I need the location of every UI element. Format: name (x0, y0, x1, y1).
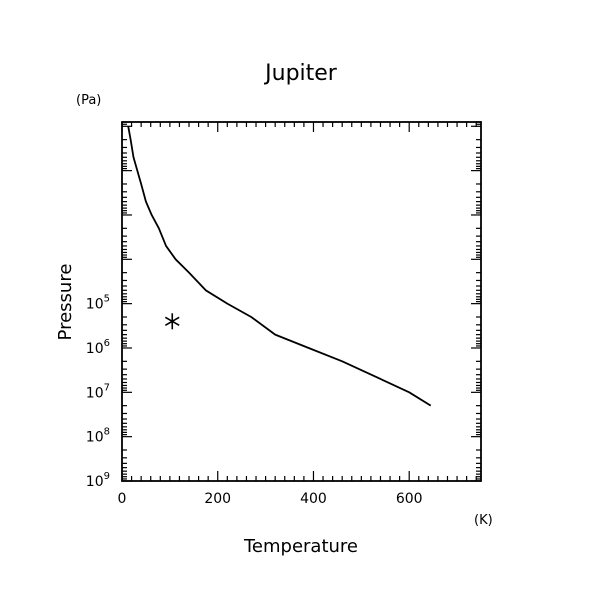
x-tick-label: 0 (118, 491, 127, 507)
x-tick-label: 200 (204, 491, 231, 507)
y-axis-label: Pressure (55, 264, 76, 341)
x-tick-label: 400 (300, 491, 327, 507)
x-unit-label: (K) (474, 513, 493, 528)
series-line (127, 126, 432, 407)
y-tick-label: 106 (86, 338, 110, 357)
data-marker (164, 313, 180, 330)
x-axis-label: Temperature (243, 536, 358, 557)
y-tick-label: 109 (86, 471, 110, 490)
y-tick-label: 105 (86, 294, 110, 313)
y-tick-label: 108 (86, 427, 110, 446)
marker-stroke (164, 316, 180, 326)
x-tick-label: 600 (396, 491, 423, 507)
plot-frame (121, 121, 482, 482)
chart-title: Jupiter (263, 61, 338, 86)
y-tick-label: 107 (86, 382, 110, 401)
axis-ticks (121, 121, 481, 482)
tick-labels: 0 200 400 600 105 106 107 108 109 (86, 294, 423, 507)
y-unit-label: (Pa) (76, 93, 101, 108)
